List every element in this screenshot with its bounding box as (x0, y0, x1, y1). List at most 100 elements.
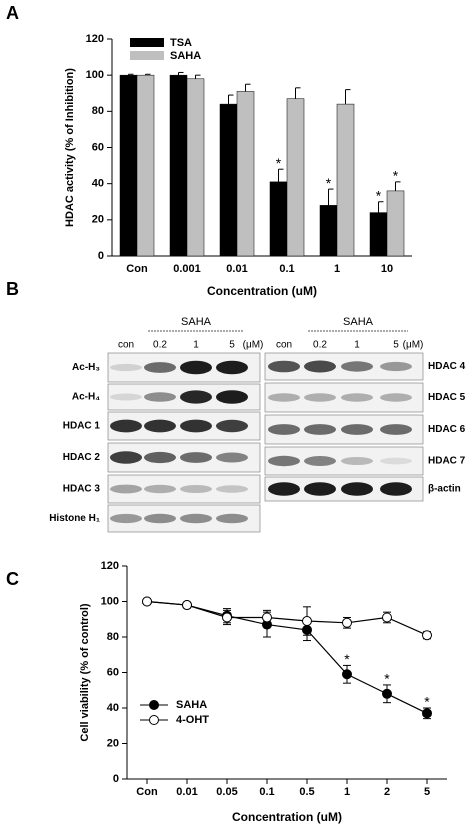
x-tick-label: 0.01 (226, 263, 247, 275)
y-tick-label: 40 (107, 702, 119, 714)
x-tick-label: 5 (424, 786, 430, 798)
significance-marker: * (344, 651, 350, 667)
blot-band (341, 361, 373, 372)
blot-band (180, 419, 212, 433)
blot-band (304, 456, 336, 466)
blot-band (216, 390, 248, 404)
x-tick-label: 0.05 (216, 786, 237, 798)
lane-label: 0.2 (313, 340, 327, 351)
x-tick-label: 10 (381, 263, 393, 275)
data-point (222, 612, 232, 623)
blot-band (341, 482, 373, 496)
x-tick-label: 1 (334, 263, 340, 275)
x-tick-label: 0.1 (259, 786, 274, 798)
blot-band (180, 485, 212, 493)
blot-band (144, 484, 176, 494)
panel-label: C (6, 569, 19, 589)
legend-label: 4-OHT (176, 714, 209, 726)
significance-marker: * (276, 155, 282, 171)
x-tick-label: 0.01 (176, 786, 197, 798)
data-point (302, 616, 312, 627)
row-label: HDAC 5 (428, 392, 466, 403)
legend-marker (149, 715, 159, 725)
blot-band (380, 393, 412, 402)
blot-band (216, 513, 248, 524)
row-label: HDAC 6 (428, 424, 466, 435)
y-tick-label: 120 (101, 560, 119, 572)
bar (136, 74, 155, 257)
data-point (342, 669, 352, 680)
panel-label: A (6, 3, 19, 23)
lane-label: 0.2 (153, 340, 167, 351)
lane-label: 5 (393, 340, 399, 351)
y-tick-label: 20 (92, 214, 104, 226)
bar (169, 74, 188, 257)
data-point (422, 630, 432, 641)
x-tick-label: 2 (384, 786, 390, 798)
blot-band (144, 419, 176, 433)
unit-label: (μM) (243, 340, 264, 351)
lane-label: 1 (354, 340, 360, 351)
legend-swatch (130, 51, 164, 60)
blot-band (180, 452, 212, 463)
blot-band (268, 455, 300, 467)
row-label: Ac-H₄ (72, 392, 100, 403)
bar (119, 74, 138, 257)
row-label: HDAC 2 (63, 452, 101, 463)
y-tick-label: 0 (98, 250, 104, 262)
significance-marker: * (384, 671, 390, 687)
x-tick-label: 1 (344, 786, 350, 798)
y-tick-label: 80 (92, 105, 104, 117)
data-point (422, 708, 432, 719)
legend-label: SAHA (170, 50, 201, 62)
legend-label: SAHA (176, 699, 207, 711)
blot-band (144, 362, 176, 373)
blot-band (268, 393, 300, 402)
unit-label: (μM) (403, 340, 424, 351)
row-label: Histone H₁ (49, 513, 100, 524)
blot-strip (107, 474, 261, 504)
blot-band (110, 484, 142, 494)
blot-band (341, 424, 373, 435)
row-label: β-actin (428, 484, 461, 495)
blot-band (180, 360, 212, 375)
blot-band (268, 360, 300, 373)
blot-band (304, 393, 336, 402)
blot-band (268, 424, 300, 435)
blot-band (216, 360, 248, 375)
panel-label: B (6, 279, 19, 299)
y-tick-label: 40 (92, 178, 104, 190)
blot-band (180, 513, 212, 524)
treatment-label: SAHA (181, 316, 212, 328)
data-point (342, 617, 352, 628)
lane-label: 5 (229, 340, 235, 351)
bar (319, 205, 338, 257)
blot-band (341, 393, 373, 402)
blot-band (216, 452, 248, 463)
blot-band (380, 424, 412, 435)
blot-band (110, 419, 142, 433)
bar (386, 190, 405, 257)
y-axis-label: Cell viability (% of control) (79, 603, 91, 741)
y-tick-label: 100 (101, 595, 119, 607)
x-tick-label: Con (136, 786, 158, 798)
x-tick-label: 0.001 (173, 263, 201, 275)
y-tick-label: 80 (107, 631, 119, 643)
blot-band (216, 485, 248, 493)
x-axis-label: Concentration (uM) (207, 284, 317, 298)
blot-band (380, 361, 412, 372)
y-tick-label: 20 (107, 737, 119, 749)
blot-band (180, 390, 212, 404)
bar (269, 181, 288, 257)
legend-marker (149, 700, 159, 710)
x-tick-label: 0.1 (279, 263, 294, 275)
x-axis-label: Concentration (uM) (232, 810, 342, 824)
blot-band (110, 393, 142, 401)
bar (336, 103, 355, 257)
x-tick-label: 0.5 (299, 786, 314, 798)
row-label: HDAC 7 (428, 456, 466, 467)
blot-band (380, 457, 412, 465)
blot-band (110, 451, 142, 464)
y-tick-label: 60 (107, 666, 119, 678)
